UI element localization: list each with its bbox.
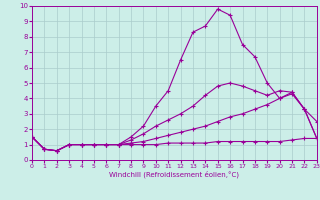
X-axis label: Windchill (Refroidissement éolien,°C): Windchill (Refroidissement éolien,°C): [109, 171, 239, 178]
